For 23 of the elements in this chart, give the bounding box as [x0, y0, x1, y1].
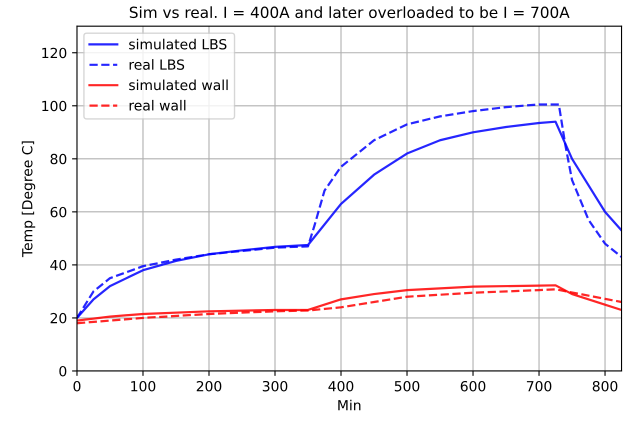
- x-tick-label: 600: [460, 380, 486, 392]
- x-tick-label: 200: [196, 380, 222, 392]
- x-tick-label: 0: [73, 380, 80, 392]
- legend-label: real LBS: [130, 59, 184, 70]
- chart-title: Sim vs real. I = 400A and later overloaded to be I = 700A: [130, 6, 570, 18]
- y-tick-label: 20: [50, 312, 66, 324]
- y-tick-label: 80: [50, 154, 66, 164]
- x-axis-title: Min: [338, 400, 360, 410]
- x-tick-label: 400: [328, 380, 354, 392]
- y-tick-label: 120: [42, 48, 66, 58]
- x-tick-label: 100: [131, 380, 156, 392]
- y-tick-label: 40: [50, 260, 66, 270]
- legend-label: real wall: [130, 100, 186, 111]
- x-tick-label: 700: [526, 380, 552, 392]
- legend-label: simulated LBS: [129, 38, 226, 50]
- x-tick-label: 300: [262, 380, 288, 392]
- legend-label: simulated wall: [129, 80, 228, 90]
- y-tick-label: 100: [42, 100, 66, 112]
- x-tick-label: 500: [394, 380, 420, 392]
- y-tick-label: 0: [59, 366, 66, 376]
- y-axis-title: Temp [Degree C]: [22, 141, 36, 258]
- y-tick-label: 60: [50, 206, 66, 218]
- x-tick-label: 800: [592, 380, 618, 392]
